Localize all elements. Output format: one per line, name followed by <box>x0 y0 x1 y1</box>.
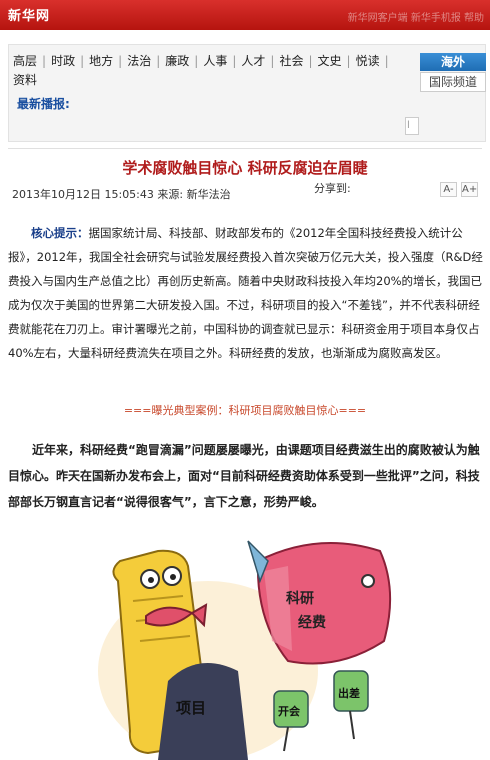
nav-item-rencai[interactable]: 人才 <box>241 54 266 68</box>
small-fish-tail <box>190 603 208 628</box>
figure-left <box>273 690 309 728</box>
channel-nav: 高层 | 时政 | 地方 | 法治 | 廉政 | 人事 | 人才 | 社会 | 文史 | 悦读 |资料 <box>13 52 413 90</box>
big-fish-fin <box>247 540 269 584</box>
fish-label-2: 经费 <box>298 614 326 630</box>
official-body <box>158 663 248 760</box>
latest-news-label: 最新播报: <box>17 97 70 111</box>
article-title: 学术腐败触目惊心 科研反腐迫在眉睫 <box>122 159 368 177</box>
ticker-box: l <box>405 117 419 135</box>
nav-item-wenshi[interactable]: 文史 <box>317 54 342 68</box>
figure-right-leg <box>349 710 355 740</box>
international-channel-link[interactable]: 国际频道 <box>420 72 486 92</box>
fish-scales <box>264 566 292 651</box>
nav-item-gaoceng[interactable]: 高层 <box>13 54 38 68</box>
cartoon-illustration: 项目 科研 经费 开会 出差 <box>98 540 392 760</box>
font-increase-button[interactable]: A+ <box>461 182 478 197</box>
font-decrease-button[interactable]: A- <box>440 182 457 197</box>
lead-paragraph: 核心提示：据国家统计局、科技部、财政部发布的《2012年全国科技经费投入统计公报… <box>8 221 484 365</box>
top-links: 新华网客户端 新华手机报 帮助 <box>347 13 484 24</box>
figure-right-label: 出差 <box>338 686 360 700</box>
nav-item-shizheng[interactable]: 时政 <box>51 54 76 68</box>
section-heading: ===曝光典型案例：科研项目腐败触目惊心=== <box>123 404 367 417</box>
figure-left-label: 开会 <box>278 704 301 718</box>
scroll-pupil-left <box>148 577 154 583</box>
overseas-button[interactable]: 海外 <box>420 53 486 71</box>
big-fish-eye <box>361 574 375 588</box>
share-label: 分享到: <box>314 182 351 195</box>
nav-item-shehui[interactable]: 社会 <box>279 54 304 68</box>
nav-item-lianzheng[interactable]: 廉政 <box>165 54 190 68</box>
figure-left-leg <box>283 726 289 752</box>
article-meta: 2013年10月12日 15:05:43 来源: 新华法治 <box>12 188 231 201</box>
article-illustration: 项目 科研 经费 开会 出差 <box>88 521 400 760</box>
fish-label-1: 科研 <box>286 590 314 606</box>
nav-item-difang[interactable]: 地方 <box>89 54 114 68</box>
nav-item-fazhi[interactable]: 法治 <box>127 54 152 68</box>
nav-item-renshi[interactable]: 人事 <box>203 54 228 68</box>
nav-item-ziliao[interactable]: 资料 <box>13 73 38 87</box>
top-bar: 新华网 新华网客户端 新华手机报 帮助 <box>0 0 490 30</box>
nav-item-yuedu[interactable]: 悦读 <box>355 54 380 68</box>
nav-panel: 高层 | 时政 | 地方 | 法治 | 廉政 | 人事 | 人才 | 社会 | 文史 | 悦读 |资料 最新播报: l <box>8 44 486 142</box>
header-divider <box>8 148 482 149</box>
scroll-line-1 <box>132 595 184 602</box>
scroll-label: 项目 <box>176 700 206 717</box>
scroll-line-3 <box>139 635 191 642</box>
site-logo[interactable]: 新华网 <box>8 9 51 24</box>
lead-text: 据国家统计局、科技部、财政部发布的《2012年全国科技经费投入统计公报》，201… <box>8 226 483 360</box>
scroll-pupil-right <box>170 574 176 580</box>
lead-label: 核心提示： <box>31 226 89 240</box>
body-paragraph: 近年来，科研经费“跑冒滴漏”问题屡屡曝光，由课题项目经费滋生出的腐败被认为触目惊… <box>8 443 480 509</box>
